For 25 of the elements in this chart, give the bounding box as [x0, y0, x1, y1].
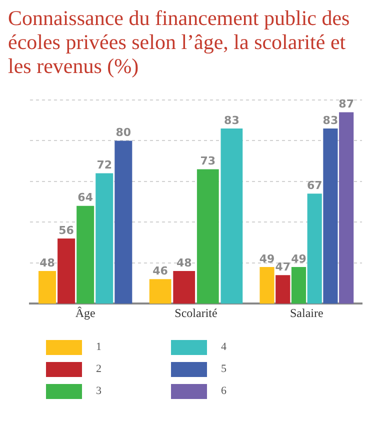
- data-label: 87: [338, 98, 354, 111]
- data-label: 83: [322, 114, 338, 127]
- data-label: 49: [259, 252, 275, 266]
- x-tick-label: Scolarité: [174, 306, 218, 320]
- data-label: 83: [224, 114, 240, 127]
- x-tick-label: Salaire: [290, 306, 324, 320]
- data-label: 64: [78, 191, 94, 204]
- legend-label: 6: [221, 385, 226, 397]
- data-label: 49: [291, 252, 306, 266]
- data-label: 67: [306, 179, 322, 192]
- data-label: 48: [176, 256, 192, 270]
- data-label: 72: [96, 158, 112, 172]
- data-label: 80: [116, 126, 132, 140]
- data-label: 56: [58, 224, 74, 237]
- data-label: 46: [152, 264, 168, 278]
- data-label: 73: [200, 154, 216, 168]
- data-label: 48: [40, 256, 55, 270]
- legend-label: 3: [96, 385, 102, 397]
- x-tick-label: Âge: [75, 306, 96, 320]
- legend-label: 4: [221, 341, 226, 353]
- data-label: 47: [275, 260, 291, 274]
- legend-label: 5: [221, 363, 226, 375]
- legend-label: 1: [96, 341, 102, 353]
- legend-label: 2: [96, 363, 102, 375]
- chart-title: Connaissance du financement public des écoles privées selon l’âge, la scolarité et les revenus (%): [8, 6, 351, 78]
